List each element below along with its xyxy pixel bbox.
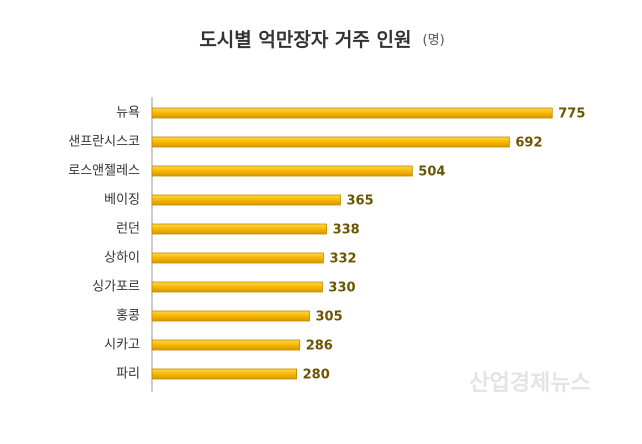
y-tick-label: 샌프란시스코 [68, 135, 140, 150]
y-tick-label: 로스앤젤레스 [68, 164, 140, 179]
data-label: 286 [306, 339, 333, 354]
watermark: 산업경제뉴스 [469, 371, 590, 396]
data-label: 775 [558, 107, 585, 122]
data-label: 332 [329, 252, 356, 267]
bar [151, 107, 553, 119]
bar [151, 339, 301, 351]
bar [151, 310, 310, 322]
bar [151, 252, 324, 264]
data-label: 330 [328, 281, 355, 296]
bar [151, 281, 323, 293]
y-tick-label: 시카고 [104, 338, 140, 353]
bar [151, 223, 327, 235]
chart-title: 도시별 억만장자 거주 인원 [199, 29, 411, 51]
bar [151, 368, 298, 380]
y-tick-label: 런던 [116, 222, 140, 237]
chart-title-group: 도시별 억만장자 거주 인원 (명) [199, 29, 444, 51]
data-label: 338 [333, 223, 360, 238]
bar [151, 194, 341, 206]
y-tick-label: 뉴욕 [116, 106, 140, 121]
data-label: 692 [515, 136, 542, 151]
y-tick-label: 상하이 [104, 251, 140, 266]
y-tick-label: 홍콩 [116, 309, 140, 324]
y-tick-label: 베이징 [104, 193, 140, 208]
y-tick-label: 파리 [116, 367, 140, 382]
bar [151, 136, 510, 148]
data-label: 280 [303, 368, 330, 383]
data-label: 305 [316, 310, 343, 325]
data-label: 504 [418, 165, 445, 180]
unit-label: (명) [423, 33, 445, 48]
y-tick-label: 싱가포르 [92, 280, 140, 295]
data-label: 365 [347, 194, 374, 209]
bar [151, 165, 413, 177]
